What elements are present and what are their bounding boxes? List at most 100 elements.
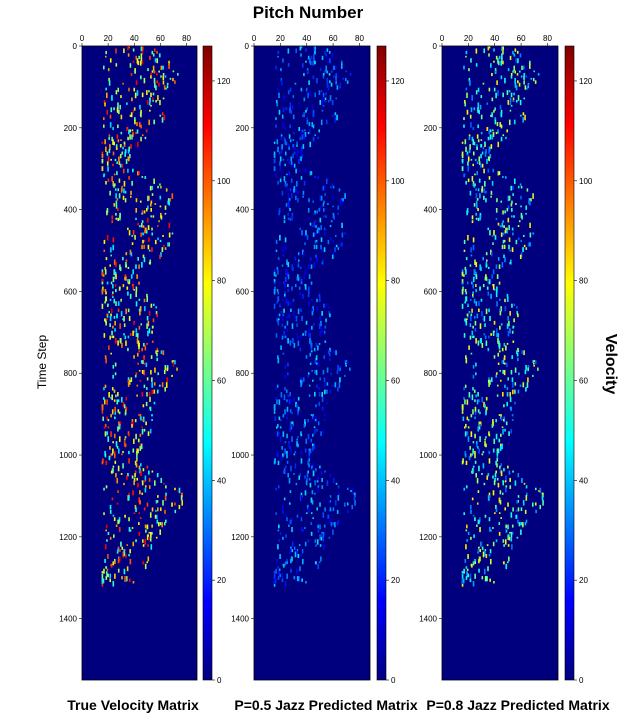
note-cell xyxy=(300,517,303,522)
note-cell xyxy=(150,207,152,212)
note-cell xyxy=(129,63,132,68)
note-cell xyxy=(324,470,326,473)
note-cell xyxy=(281,80,283,86)
note-cell xyxy=(108,134,111,137)
note-cell xyxy=(300,281,303,285)
note-cell xyxy=(277,269,279,275)
note-cell xyxy=(160,65,163,71)
note-cell xyxy=(103,512,105,516)
note-cell xyxy=(161,117,164,123)
note-cell xyxy=(295,333,298,336)
note-cell xyxy=(478,421,481,426)
note-cell xyxy=(282,247,284,253)
note-cell xyxy=(488,431,490,436)
note-cell xyxy=(113,141,115,146)
note-cell xyxy=(289,446,291,449)
note-cell xyxy=(142,239,144,244)
note-cell xyxy=(516,514,519,519)
note-cell xyxy=(114,320,116,326)
note-cell xyxy=(276,266,279,271)
note-cell xyxy=(108,455,111,461)
note-cell xyxy=(135,507,137,513)
note-cell xyxy=(487,473,490,477)
note-cell xyxy=(117,558,120,564)
note-cell xyxy=(128,450,130,455)
note-cell xyxy=(291,411,293,415)
note-cell xyxy=(101,158,104,164)
note-cell xyxy=(508,536,511,541)
note-cell xyxy=(297,198,299,203)
colorbar-tick-label: 80 xyxy=(391,277,400,286)
note-cell xyxy=(312,232,315,237)
note-cell xyxy=(517,519,519,524)
note-cell xyxy=(112,126,114,131)
note-cell xyxy=(480,114,483,120)
note-cell xyxy=(300,382,302,387)
note-cell xyxy=(110,431,112,437)
note-cell xyxy=(284,139,287,145)
note-cell xyxy=(104,318,106,322)
note-cell xyxy=(350,490,352,492)
y-tick-label: 800 xyxy=(236,369,250,378)
note-cell xyxy=(501,360,504,364)
note-cell xyxy=(296,551,298,557)
note-cell xyxy=(119,153,122,159)
note-cell xyxy=(503,404,505,408)
note-cell xyxy=(126,566,129,572)
note-cell xyxy=(146,377,149,381)
note-cell xyxy=(463,274,465,277)
note-cell xyxy=(106,571,108,575)
note-cell xyxy=(311,311,314,316)
note-cell xyxy=(493,288,496,291)
note-cell xyxy=(512,97,515,102)
note-cell xyxy=(118,556,121,562)
note-cell xyxy=(285,141,288,146)
note-cell xyxy=(312,306,314,312)
note-cell xyxy=(146,342,148,345)
note-cell xyxy=(525,205,528,210)
note-cell xyxy=(300,377,302,382)
note-cell xyxy=(296,151,299,157)
note-cell xyxy=(313,244,316,250)
note-cell xyxy=(309,60,312,66)
note-cell xyxy=(331,53,334,58)
note-cell xyxy=(496,450,499,456)
note-cell xyxy=(283,176,286,182)
note-cell xyxy=(289,217,292,222)
note-cell xyxy=(484,151,487,157)
x-tick-label: 0 xyxy=(440,34,445,43)
note-cell xyxy=(123,441,126,447)
note-cell xyxy=(517,347,519,351)
y-tick-label: 0 xyxy=(73,42,78,51)
note-cell xyxy=(464,399,466,405)
note-cell xyxy=(296,180,298,187)
note-cell xyxy=(503,544,505,547)
note-cell xyxy=(474,173,476,176)
note-cell xyxy=(135,55,138,60)
note-cell xyxy=(155,509,157,512)
note-cell xyxy=(498,281,501,285)
note-cell xyxy=(484,323,486,328)
note-cell xyxy=(514,77,516,84)
note-cell xyxy=(311,104,314,110)
note-cell xyxy=(275,333,278,338)
note-cell xyxy=(474,399,476,402)
note-cell xyxy=(470,313,473,317)
note-cell xyxy=(148,311,151,316)
note-cell xyxy=(108,136,110,140)
note-cell xyxy=(331,99,334,106)
note-cell xyxy=(107,573,109,578)
note-cell xyxy=(126,286,129,290)
note-cell xyxy=(349,73,352,76)
note-cell xyxy=(319,524,321,530)
note-cell xyxy=(484,549,487,552)
note-cell xyxy=(511,200,513,204)
note-cell xyxy=(277,566,280,570)
note-cell xyxy=(467,166,470,172)
note-cell xyxy=(140,75,142,80)
note-cell xyxy=(139,104,141,110)
note-cell xyxy=(527,365,530,370)
note-cell xyxy=(487,168,490,173)
note-cell xyxy=(142,232,144,236)
note-cell xyxy=(507,315,509,321)
